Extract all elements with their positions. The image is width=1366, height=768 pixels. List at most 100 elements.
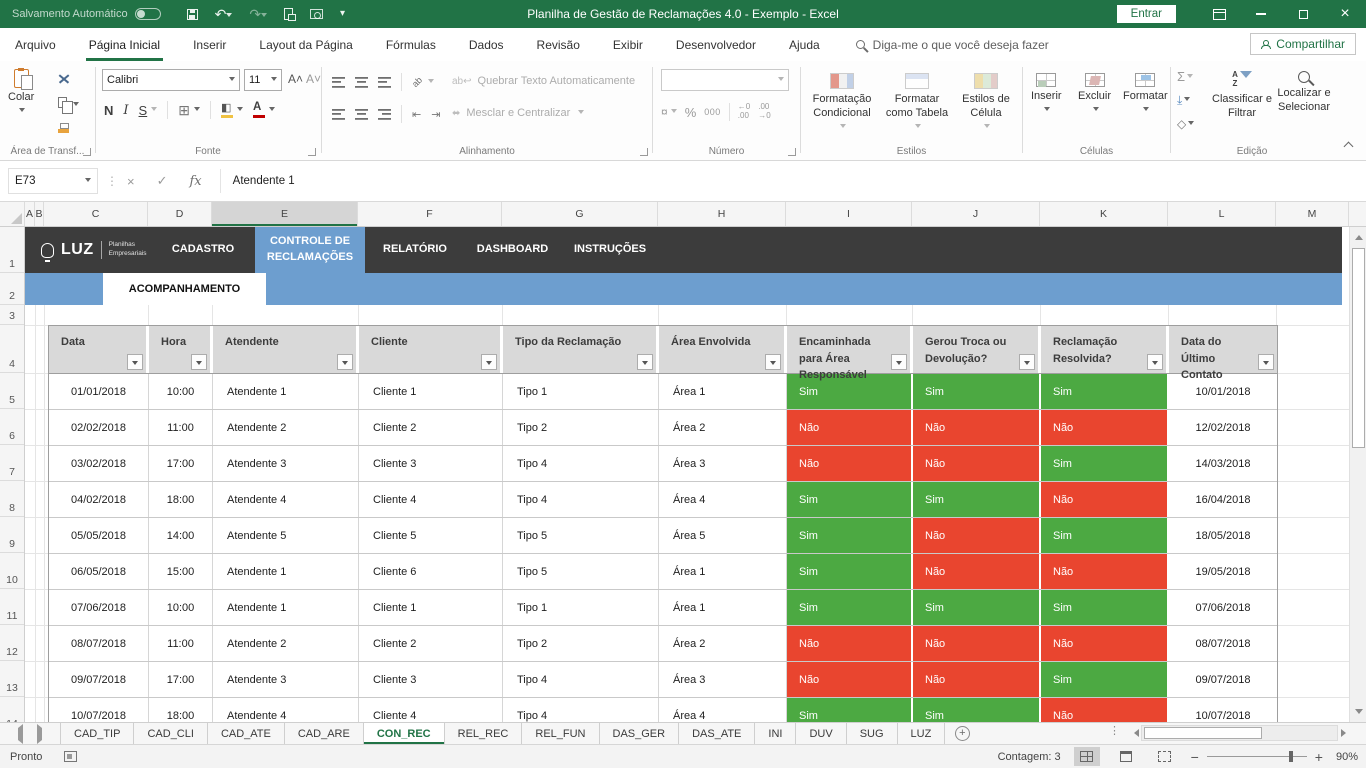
ribbon-tab-desenvolvedor[interactable]: Desenvolvedor — [675, 37, 756, 52]
merge-center-button[interactable]: ⬌ Mesclar e Centralizar — [452, 107, 585, 119]
formula-cancel-icon[interactable]: × — [127, 173, 135, 189]
sheet-tab-cad-cli[interactable]: CAD_CLI — [134, 723, 208, 744]
filter-button[interactable] — [1258, 354, 1274, 370]
cell[interactable]: 10:00 — [149, 374, 213, 409]
clipboard-dialog-launcher[interactable] — [83, 148, 91, 156]
shrink-font-button[interactable]: A˅ — [306, 72, 322, 86]
column-header-c[interactable]: C — [44, 202, 148, 226]
row-header-7[interactable]: 7 — [0, 445, 24, 481]
column-header-m[interactable]: M — [1276, 202, 1349, 226]
borders-icon[interactable]: ⊞ — [178, 101, 190, 118]
row-header-6[interactable]: 6 — [0, 409, 24, 445]
cell[interactable]: 07/06/2018 — [1195, 601, 1251, 614]
select-all-corner[interactable] — [0, 202, 25, 226]
redo-icon[interactable]: ↷ — [249, 7, 268, 21]
insert-cells-button[interactable]: Inserir — [1031, 73, 1062, 114]
row-header-10[interactable]: 10 — [0, 553, 24, 589]
row-header-8[interactable]: 8 — [0, 481, 24, 517]
filter-button[interactable] — [891, 354, 907, 370]
cell[interactable]: Sim — [913, 590, 1041, 625]
cell[interactable]: Não — [1041, 554, 1169, 589]
cell[interactable]: Atendente 1 — [213, 554, 359, 589]
cell[interactable]: 06/05/2018 — [49, 554, 149, 589]
cell[interactable]: 09/07/2018 — [1195, 673, 1251, 686]
cell[interactable]: 11:00 — [149, 410, 213, 445]
column-header-d[interactable]: D — [148, 202, 212, 226]
filter-button[interactable] — [1147, 354, 1163, 370]
cell-styles-button[interactable]: Estilos de Célula — [956, 73, 1016, 131]
column-header-h[interactable]: H — [658, 202, 786, 226]
fill-color-icon[interactable]: ◧ — [221, 102, 233, 118]
column-header-e[interactable]: E — [212, 202, 358, 226]
cell[interactable]: 07/06/2018 — [49, 590, 149, 625]
filter-button[interactable] — [1019, 354, 1035, 370]
nav-tab-controle-de-reclama-es[interactable]: CONTROLE DE RECLAMAÇÕES — [255, 227, 365, 273]
zoom-level[interactable]: 90% — [1335, 750, 1358, 763]
cell[interactable]: Área 4 — [659, 482, 787, 517]
formula-input[interactable]: Atendente 1 — [219, 169, 1366, 193]
scroll-right-icon[interactable] — [1338, 725, 1352, 742]
cell[interactable]: 04/02/2018 — [49, 482, 149, 517]
ribbon-tab-f-rmulas[interactable]: Fórmulas — [385, 37, 436, 52]
cell[interactable]: Atendente 4 — [213, 698, 359, 722]
column-header-b[interactable]: B — [35, 202, 44, 226]
cell[interactable]: Tipo 4 — [503, 662, 659, 697]
cell[interactable]: 08/07/2018 — [1195, 637, 1251, 650]
scroll-down-icon[interactable] — [1350, 705, 1366, 722]
ribbon-tab-ajuda[interactable]: Ajuda — [788, 37, 820, 52]
minimize-button[interactable] — [1240, 0, 1282, 28]
cell[interactable]: Sim — [1041, 662, 1169, 697]
save-icon[interactable] — [186, 8, 198, 20]
sheet-tab-con-rec[interactable]: CON_REC — [363, 723, 445, 744]
cell[interactable]: Cliente 4 — [359, 698, 503, 722]
cell[interactable]: 17:00 — [149, 446, 213, 481]
cell[interactable]: Cliente 3 — [359, 446, 503, 481]
cell[interactable]: Tipo 4 — [503, 446, 659, 481]
filter-button[interactable] — [481, 354, 497, 370]
ribbon-tab-inserir[interactable]: Inserir — [193, 37, 227, 52]
cell[interactable]: Sim — [787, 590, 913, 625]
autosave-toggle[interactable]: Salvamento Automático — [12, 8, 161, 20]
cell[interactable]: Não — [787, 626, 913, 661]
cell[interactable]: Tipo 4 — [503, 482, 659, 517]
sheet-nav-right-icon[interactable] — [37, 723, 46, 744]
cell[interactable]: Não — [1041, 698, 1169, 722]
format-cells-button[interactable]: Formatar — [1123, 73, 1168, 114]
row-header-4[interactable]: 4 — [0, 325, 24, 373]
underline-button[interactable]: S — [138, 102, 148, 118]
autosum-icon[interactable]: Σ — [1177, 69, 1194, 84]
cell[interactable]: Sim — [1041, 446, 1169, 481]
cell[interactable]: Não — [913, 446, 1041, 481]
wrap-text-button[interactable]: ab↩ Quebrar Texto Automaticamente — [452, 75, 636, 87]
table-column-header-reclama-o-resolvida[interactable]: Reclamação Resolvida? — [1041, 326, 1169, 373]
cell[interactable]: Não — [913, 662, 1041, 697]
sheet-tab-cad-are[interactable]: CAD_ARE — [285, 723, 364, 744]
increase-decimal-icon[interactable]: ←0.00 — [737, 102, 751, 120]
sheet-tab-cad-tip[interactable]: CAD_TIP — [61, 723, 135, 744]
column-header-j[interactable]: J — [912, 202, 1040, 226]
sheet-tab-cad-ate[interactable]: CAD_ATE — [208, 723, 285, 744]
cell[interactable]: Sim — [787, 554, 913, 589]
cell[interactable]: Cliente 2 — [359, 626, 503, 661]
nav-tab-dashboard[interactable]: DASHBOARD — [476, 243, 549, 256]
column-header-g[interactable]: G — [502, 202, 658, 226]
cell[interactable]: 18:00 — [149, 482, 213, 517]
cell[interactable]: Sim — [913, 698, 1041, 722]
cell[interactable]: Atendente 4 — [213, 482, 359, 517]
cell[interactable]: Não — [1041, 626, 1169, 661]
cell[interactable]: 09/07/2018 — [49, 662, 149, 697]
zoom-slider-thumb[interactable] — [1288, 751, 1293, 762]
align-center-icon[interactable] — [355, 108, 368, 120]
cell[interactable]: Tipo 4 — [503, 698, 659, 722]
cell[interactable]: Tipo 5 — [503, 518, 659, 553]
toggle-icon[interactable] — [134, 8, 161, 20]
sheet-tab-sug[interactable]: SUG — [847, 723, 898, 744]
cell[interactable]: Não — [1041, 482, 1169, 517]
cell[interactable]: Cliente 1 — [359, 374, 503, 409]
vertical-scrollbar[interactable] — [1349, 227, 1366, 722]
horizontal-scrollbar-thumb[interactable] — [1144, 727, 1262, 739]
column-header-a[interactable]: A — [25, 202, 35, 226]
font-name-select[interactable]: Calibri — [102, 69, 240, 91]
number-dialog-launcher[interactable] — [788, 148, 796, 156]
cell[interactable]: 05/05/2018 — [49, 518, 149, 553]
